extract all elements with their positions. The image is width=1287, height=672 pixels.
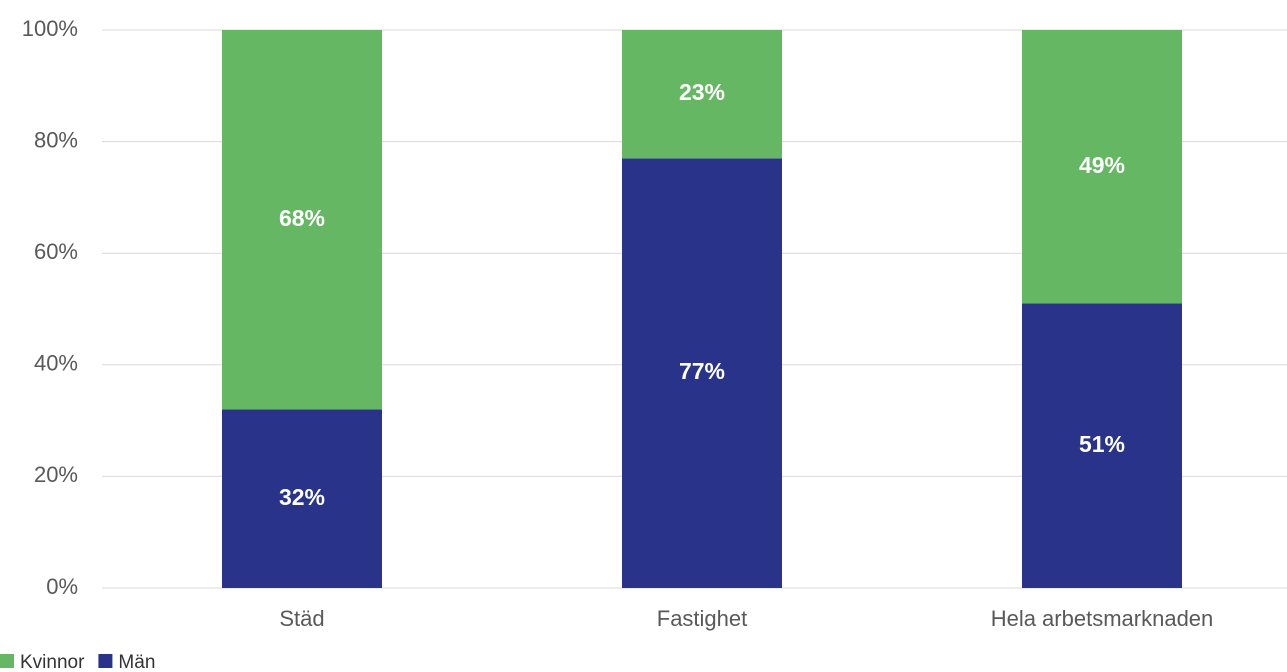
bar-segment xyxy=(622,158,782,588)
bar-segment xyxy=(222,409,382,588)
bar-segment xyxy=(1022,30,1182,304)
data-label: 77% xyxy=(679,358,725,384)
bar-segment xyxy=(622,30,782,159)
y-tick-label: 20% xyxy=(34,462,78,487)
y-tick-label: 0% xyxy=(46,574,78,599)
legend-label: Kvinnor xyxy=(20,652,85,672)
legend-label: Män xyxy=(118,652,155,672)
legend-swatch xyxy=(98,654,113,668)
data-label: 32% xyxy=(279,484,325,510)
y-tick-label: 100% xyxy=(22,16,78,41)
legend-swatch xyxy=(0,654,14,668)
data-label: 23% xyxy=(679,79,725,105)
y-tick-label: 60% xyxy=(34,239,78,264)
y-tick-label: 40% xyxy=(34,351,78,376)
y-tick-label: 80% xyxy=(34,127,78,152)
data-label: 49% xyxy=(1079,152,1125,178)
bar-segment xyxy=(1022,303,1182,588)
data-label: 51% xyxy=(1079,431,1125,457)
x-tick-label: Städ xyxy=(279,606,324,631)
x-tick-label: Fastighet xyxy=(657,606,748,631)
data-label: 68% xyxy=(279,205,325,231)
bar-segment xyxy=(222,30,382,410)
x-tick-label: Hela arbetsmarknaden xyxy=(991,606,1214,631)
